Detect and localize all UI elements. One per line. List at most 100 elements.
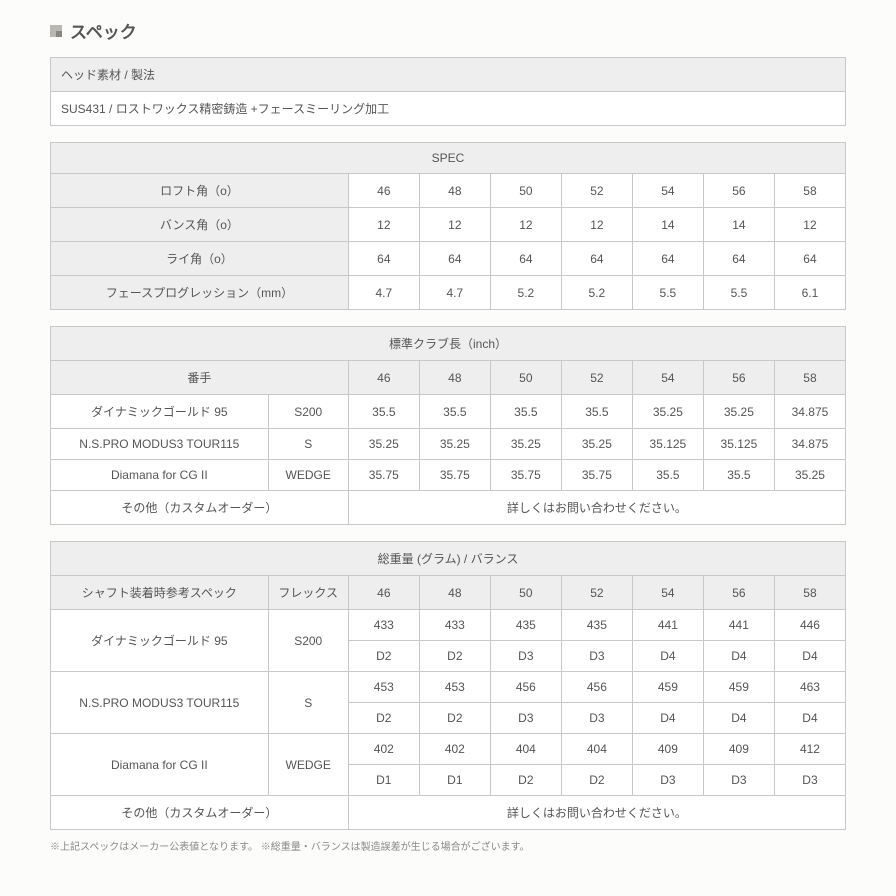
table-cell: D4 [632, 641, 703, 672]
table-header: 56 [703, 576, 774, 610]
table-cell: D3 [703, 765, 774, 796]
table-header: SPEC [51, 143, 846, 174]
table-header: フェースプログレッション（mm） [51, 276, 349, 310]
table-cell: D4 [703, 703, 774, 734]
table-cell: 456 [490, 672, 561, 703]
table-header: フレックス [268, 576, 348, 610]
table-cell: 441 [632, 610, 703, 641]
table-cell: 64 [419, 242, 490, 276]
table-cell: 14 [703, 208, 774, 242]
table-cell: 35.25 [703, 395, 774, 429]
table-cell: 435 [490, 610, 561, 641]
table-cell: 5.2 [561, 276, 632, 310]
table-cell: 35.5 [419, 395, 490, 429]
table-cell: 52 [561, 174, 632, 208]
table-cell: D4 [632, 703, 703, 734]
table-cell: S200 [268, 395, 348, 429]
table-header: シャフト装着時参考スペック [51, 576, 269, 610]
table-header: 48 [419, 576, 490, 610]
head-material-header: ヘッド素材 / 製法 [51, 58, 846, 92]
table-cell: 433 [419, 610, 490, 641]
table-cell: ダイナミックゴールド 95 [51, 610, 269, 672]
table-header: 58 [774, 576, 845, 610]
table-cell: D2 [419, 641, 490, 672]
table-cell: D3 [490, 641, 561, 672]
table-cell: 34.875 [774, 429, 845, 460]
table-cell: 64 [348, 242, 419, 276]
table-header: 50 [490, 576, 561, 610]
table-cell: 441 [703, 610, 774, 641]
table-cell: 58 [774, 174, 845, 208]
table-cell: D4 [774, 703, 845, 734]
table-cell: D2 [348, 641, 419, 672]
table-header: 46 [348, 576, 419, 610]
table-cell: 402 [348, 734, 419, 765]
table-cell: 35.25 [561, 429, 632, 460]
table-cell: 35.125 [632, 429, 703, 460]
table-cell: 35.5 [632, 460, 703, 491]
table-cell: 46 [348, 174, 419, 208]
table-cell: 412 [774, 734, 845, 765]
table-cell: 64 [703, 242, 774, 276]
table-cell: 456 [561, 672, 632, 703]
table-header: 54 [632, 361, 703, 395]
page-title: スペック [70, 18, 137, 43]
table-cell: 35.75 [561, 460, 632, 491]
table-cell: 4.7 [348, 276, 419, 310]
table-cell: 35.5 [561, 395, 632, 429]
table-cell: 35.25 [632, 395, 703, 429]
table-cell: ダイナミックゴールド 95 [51, 395, 269, 429]
table-cell: 12 [348, 208, 419, 242]
head-material-table: ヘッド素材 / 製法 SUS431 / ロストワックス精密鋳造 +フェースミーリ… [50, 57, 846, 126]
table-cell: 463 [774, 672, 845, 703]
table-cell: 5.5 [703, 276, 774, 310]
table-cell: 35.5 [348, 395, 419, 429]
title-marker-icon [50, 25, 62, 37]
table-cell: D3 [774, 765, 845, 796]
table-cell: 34.875 [774, 395, 845, 429]
table-cell: 453 [348, 672, 419, 703]
table-cell: 64 [774, 242, 845, 276]
table-cell: 409 [632, 734, 703, 765]
footnote: ※上記スペックはメーカー公表値となります。 ※総重量・バランスは製造誤差が生じる… [50, 838, 846, 853]
table-header: 46 [348, 361, 419, 395]
table-cell: 48 [419, 174, 490, 208]
table-cell: S [268, 672, 348, 734]
table-cell: D3 [561, 641, 632, 672]
table-header: 52 [561, 576, 632, 610]
table-cell: D2 [561, 765, 632, 796]
table-cell: 35.75 [419, 460, 490, 491]
weight-table: 総重量 (グラム) / バランスシャフト装着時参考スペックフレックス464850… [50, 541, 846, 830]
table-cell: 409 [703, 734, 774, 765]
table-cell: 35.25 [774, 460, 845, 491]
table-cell: 35.75 [490, 460, 561, 491]
table-cell: S [268, 429, 348, 460]
table-cell: その他（カスタムオーダー） [51, 796, 349, 830]
table-cell: 12 [774, 208, 845, 242]
table-cell: 64 [490, 242, 561, 276]
table-cell: Diamana for CG II [51, 734, 269, 796]
table-cell: 14 [632, 208, 703, 242]
table-header: 50 [490, 361, 561, 395]
table-cell: 35.25 [419, 429, 490, 460]
table-cell: D2 [348, 703, 419, 734]
table-cell: 50 [490, 174, 561, 208]
table-cell: 5.2 [490, 276, 561, 310]
table-cell: D2 [490, 765, 561, 796]
table-cell: D2 [419, 703, 490, 734]
table-cell: 453 [419, 672, 490, 703]
table-cell: 35.25 [490, 429, 561, 460]
table-cell: 64 [632, 242, 703, 276]
table-cell: WEDGE [268, 460, 348, 491]
head-material-value: SUS431 / ロストワックス精密鋳造 +フェースミーリング加工 [51, 92, 846, 126]
table-cell: 詳しくはお問い合わせください。 [348, 491, 845, 525]
table-cell: 35.5 [490, 395, 561, 429]
table-cell: 459 [632, 672, 703, 703]
table-cell: 35.125 [703, 429, 774, 460]
table-cell: N.S.PRO MODUS3 TOUR115 [51, 672, 269, 734]
table-cell: その他（カスタムオーダー） [51, 491, 349, 525]
table-cell: 404 [561, 734, 632, 765]
table-cell: 54 [632, 174, 703, 208]
table-cell: D1 [348, 765, 419, 796]
table-cell: D4 [703, 641, 774, 672]
